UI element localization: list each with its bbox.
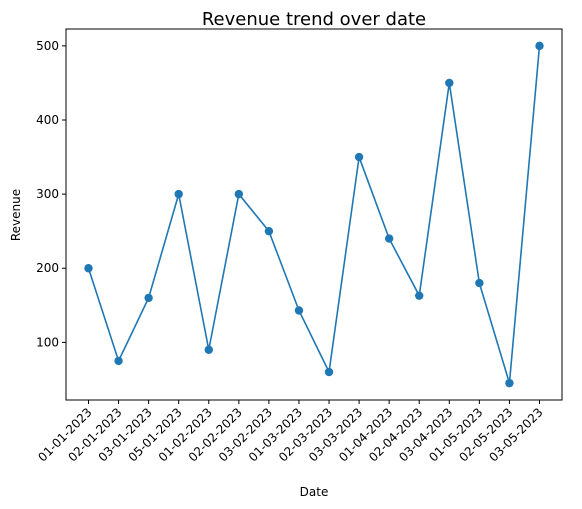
data-point: [204, 345, 213, 354]
data-point: [294, 306, 304, 315]
chart-title: Revenue trend over date: [202, 9, 426, 30]
data-point: [415, 291, 424, 300]
x-axis: 01-01-202302-01-202303-01-202305-01-2023…: [35, 400, 546, 464]
data-point: [354, 152, 364, 162]
data-point: [234, 189, 244, 199]
data-point: [264, 226, 274, 236]
y-tick-label: 100: [36, 335, 59, 349]
y-tick-label: 500: [36, 39, 59, 53]
y-axis: 100 200 300 400 500: [36, 39, 66, 349]
data-point: [384, 234, 394, 243]
data-point: [475, 278, 484, 288]
data-point: [84, 264, 93, 273]
data-point: [445, 78, 454, 88]
y-tick-label: 200: [36, 261, 59, 275]
data-point: [535, 41, 544, 51]
data-point: [114, 356, 123, 366]
series-line: [87, 45, 541, 384]
plot-area: 100 200 300 400 500 01-01-202302-01-202303-0…: [35, 28, 563, 464]
plot-frame: [65, 28, 563, 401]
y-tick-label: 300: [36, 187, 59, 201]
data-point: [324, 367, 334, 377]
y-tick-label: 400: [36, 113, 59, 127]
data-point: [174, 189, 183, 199]
data-point: [144, 293, 153, 303]
revenue-series: [84, 41, 544, 388]
y-axis-label: Revenue: [9, 189, 23, 241]
data-point: [505, 378, 514, 388]
x-axis-label: Date: [300, 485, 329, 499]
